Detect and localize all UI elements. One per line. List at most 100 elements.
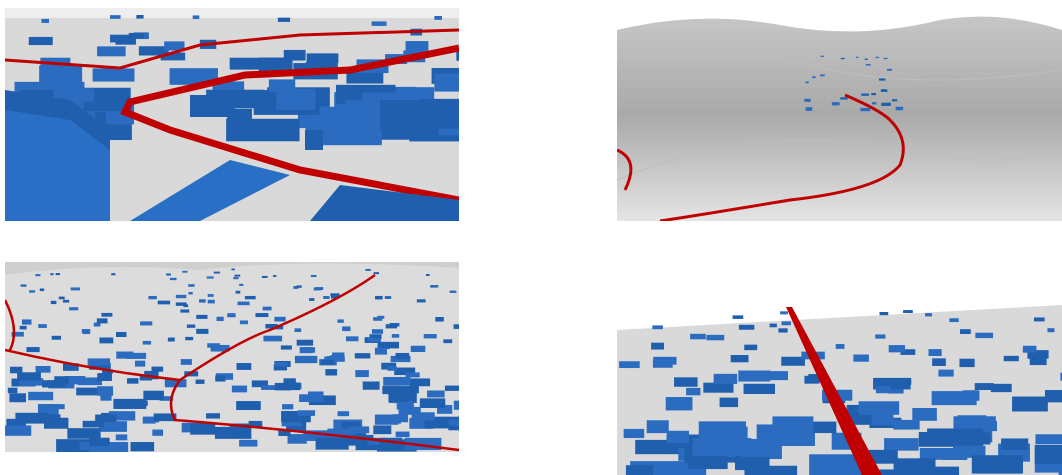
building [236, 401, 261, 411]
building [373, 425, 392, 435]
building [280, 345, 292, 350]
building [971, 455, 1023, 474]
building [809, 454, 870, 475]
building [92, 68, 135, 82]
building [853, 354, 869, 362]
building [142, 340, 152, 345]
building [39, 65, 83, 84]
building [865, 63, 871, 66]
building [110, 34, 135, 43]
building [367, 438, 382, 445]
building [206, 413, 221, 419]
building [93, 322, 101, 327]
building [175, 302, 187, 306]
building [805, 421, 837, 434]
building [160, 52, 186, 61]
building [345, 336, 359, 342]
building [858, 401, 900, 415]
building [113, 398, 147, 409]
building [382, 385, 402, 395]
building [116, 351, 134, 359]
building [925, 313, 933, 317]
road [5, 28, 459, 70]
building [780, 311, 788, 315]
building [186, 324, 196, 328]
building [239, 439, 258, 447]
building [263, 335, 283, 342]
building [781, 321, 791, 326]
building [99, 337, 114, 344]
building [55, 273, 61, 276]
building [434, 15, 442, 20]
sky [617, 297, 1062, 330]
building [37, 404, 59, 415]
building [87, 358, 111, 366]
building [687, 456, 728, 470]
building [652, 359, 673, 368]
building [769, 323, 777, 328]
building [20, 284, 27, 287]
building [101, 312, 113, 317]
building [398, 406, 421, 415]
building [860, 107, 871, 112]
building [959, 329, 971, 334]
building [666, 430, 690, 443]
building [153, 413, 177, 422]
building [310, 185, 459, 221]
building [180, 359, 192, 365]
building [261, 275, 268, 278]
building [309, 298, 315, 301]
building [287, 434, 307, 444]
building [199, 299, 206, 303]
building [396, 400, 414, 410]
building [743, 383, 776, 395]
building [744, 344, 758, 351]
building [365, 268, 371, 271]
building [139, 376, 153, 381]
building [409, 417, 434, 429]
building [296, 285, 302, 288]
building [323, 296, 330, 299]
building [26, 347, 40, 353]
sky [5, 8, 459, 18]
building [274, 382, 291, 391]
building [734, 457, 770, 471]
building [229, 57, 261, 70]
building [51, 335, 62, 340]
building [67, 428, 101, 439]
building [405, 41, 429, 51]
building [273, 364, 288, 371]
building [180, 309, 190, 313]
building [297, 410, 316, 416]
building [308, 391, 324, 401]
building [38, 324, 47, 328]
building [453, 324, 459, 329]
building [625, 465, 654, 475]
building [251, 380, 268, 388]
building [196, 314, 208, 319]
building [835, 344, 845, 349]
building [29, 290, 36, 293]
building [97, 386, 114, 396]
building [840, 57, 845, 60]
building [325, 369, 338, 376]
building [873, 377, 911, 390]
building [111, 273, 116, 276]
building [903, 310, 913, 314]
building [9, 393, 26, 403]
contour [617, 51, 1062, 81]
building [126, 352, 147, 359]
building [965, 420, 997, 432]
building [261, 385, 277, 390]
building [623, 428, 645, 439]
building [840, 97, 848, 100]
building [888, 345, 905, 353]
building [235, 290, 241, 294]
building [395, 431, 410, 438]
building [28, 391, 54, 401]
building [274, 361, 288, 367]
building [394, 367, 416, 376]
building [990, 383, 1012, 393]
